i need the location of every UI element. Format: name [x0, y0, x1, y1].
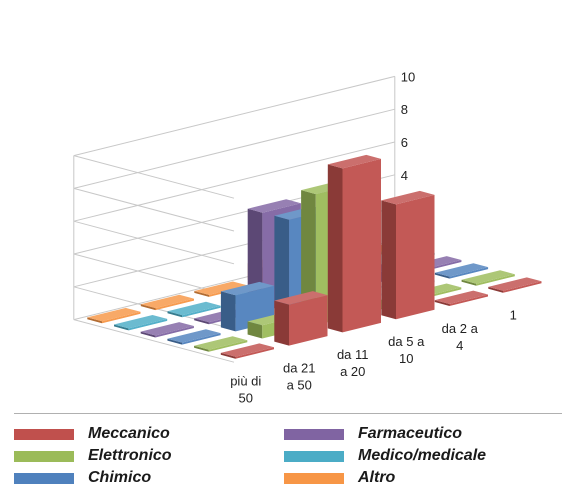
legend: Meccanico Elettronico Chimico Farmaceuti…: [0, 420, 575, 488]
legend-label-farmaceutico: Farmaceutico: [358, 425, 462, 443]
legend-label-elettronico: Elettronico: [88, 447, 172, 465]
chart-plot: 02468101da 2 a4da 5 a10da 11a 20da 21a 5…: [0, 0, 575, 405]
bar-meccanico-da-5-a-10-front: [396, 195, 435, 319]
legend-label-chimico: Chimico: [88, 469, 151, 487]
legend-swatch-farmaceutico: [284, 429, 344, 440]
legend-divider: [14, 413, 562, 414]
chart: 02468101da 2 a4da 5 a10da 11a 20da 21a 5…: [0, 0, 575, 405]
x-tick-label-da-11-a-20: da 11a 20: [337, 347, 369, 379]
legend-item-chimico: Chimico: [14, 468, 151, 488]
legend-label-altro: Altro: [358, 469, 395, 487]
legend-swatch-altro: [284, 473, 344, 484]
x-tick-label-da-2-a-4: da 2 a4: [442, 321, 479, 353]
legend-item-meccanico: Meccanico: [14, 424, 170, 444]
y-tick-label-5: 10: [401, 69, 415, 84]
x-tick-label-da-21-a-50: da 21a 50: [283, 360, 316, 392]
x-tick-label-1: 1: [510, 308, 517, 323]
legend-item-medico: Medico/medicale: [284, 446, 486, 466]
legend-item-elettronico: Elettronico: [14, 446, 172, 466]
y-tick-label-2: 4: [401, 168, 408, 183]
x-tick-label-pi-di-50: più di50: [230, 374, 261, 405]
legend-swatch-medico: [284, 451, 344, 462]
legend-label-meccanico: Meccanico: [88, 425, 170, 443]
legend-swatch-meccanico: [14, 429, 74, 440]
bar-meccanico-da-5-a-10-side: [381, 200, 396, 319]
y-tick-label-4: 8: [401, 102, 408, 117]
legend-label-medico: Medico/medicale: [358, 447, 486, 465]
bar-meccanico-da-21-a-50-side: [274, 301, 289, 346]
y-tick-label-3: 6: [401, 135, 408, 150]
bar-chimico-da-21-a-50-side: [221, 291, 236, 331]
legend-swatch-elettronico: [14, 451, 74, 462]
x-tick-label-da-5-a-10: da 5 a10: [388, 334, 425, 366]
legend-item-altro: Altro: [284, 468, 395, 488]
legend-swatch-chimico: [14, 473, 74, 484]
bar-meccanico-da-11-a-20-side: [328, 164, 343, 332]
bar-meccanico-da-11-a-20-front: [343, 159, 382, 333]
legend-item-farmaceutico: Farmaceutico: [284, 424, 462, 444]
